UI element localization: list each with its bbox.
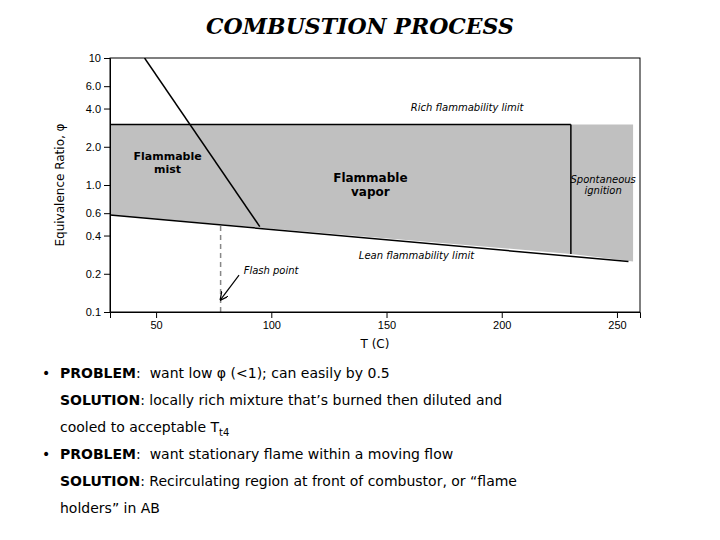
title: COMBUSTION PROCESS bbox=[206, 13, 514, 39]
note-line: PROBLEM: want low φ (<1); can easily by … bbox=[60, 365, 390, 381]
x-axis: 50 100 150 200 250 bbox=[111, 312, 641, 331]
note-line: cooled to acceptable Tt4 bbox=[60, 419, 229, 438]
tick-label: 50 bbox=[150, 319, 162, 331]
boundary-line bbox=[570, 124, 572, 254]
tick-mark bbox=[104, 312, 110, 313]
x-axis-title: T (C) bbox=[360, 337, 390, 351]
note-text: holders” in AB bbox=[60, 500, 160, 516]
tick: 200 bbox=[493, 312, 511, 331]
y-axis-title: Equivalence Ratio, φ bbox=[53, 123, 67, 246]
tick-mark bbox=[156, 312, 157, 318]
tick-label: 0.2 bbox=[86, 268, 101, 280]
annotation: Lean flammability limit bbox=[359, 250, 475, 261]
note-bold: PROBLEM bbox=[60, 365, 136, 381]
annotation: Flammablemist bbox=[134, 150, 202, 176]
tick: 0.1 bbox=[86, 306, 110, 318]
boundary-line bbox=[145, 58, 260, 227]
tick: 0.2 bbox=[86, 268, 110, 280]
tick: 4.0 bbox=[86, 103, 110, 115]
note-text: : want stationary flame within a moving … bbox=[136, 446, 453, 462]
tick-mark bbox=[617, 312, 618, 318]
tick-mark bbox=[104, 213, 110, 214]
boundary-line bbox=[110, 215, 628, 261]
tick-label: 2.0 bbox=[86, 141, 101, 153]
note-line: holders” in AB bbox=[60, 500, 160, 516]
region bbox=[110, 124, 571, 254]
note-text: : locally rich mixture that’s burned the… bbox=[140, 392, 502, 408]
note-subscript: t4 bbox=[219, 427, 229, 438]
tick: 1.0 bbox=[86, 179, 110, 191]
note-line: PROBLEM: want stationary flame within a … bbox=[60, 446, 453, 462]
region bbox=[571, 124, 633, 261]
note-bold: SOLUTION bbox=[60, 392, 140, 408]
annotation: Flash point bbox=[244, 265, 300, 276]
tick-mark bbox=[104, 185, 110, 186]
tick-label: 150 bbox=[378, 319, 396, 331]
tick-mark bbox=[104, 236, 110, 237]
tick-mark bbox=[104, 147, 110, 148]
annotation: Flammablevapor bbox=[333, 171, 407, 199]
tick-mark bbox=[387, 312, 388, 318]
note-bold: PROBLEM bbox=[60, 446, 136, 462]
tick: 0.6 bbox=[86, 207, 110, 219]
tick: 0.4 bbox=[86, 230, 110, 242]
tick-label: 6.0 bbox=[86, 80, 101, 92]
tick-label: 0.4 bbox=[86, 230, 101, 242]
tick: 6.0 bbox=[86, 80, 110, 92]
tick-mark bbox=[104, 109, 110, 110]
tick-mark bbox=[104, 274, 110, 275]
plot-frame bbox=[110, 58, 640, 312]
axis-line bbox=[111, 313, 641, 319]
tick: 50 bbox=[150, 312, 162, 331]
tick-mark bbox=[104, 58, 110, 59]
note-bold: SOLUTION bbox=[60, 473, 140, 489]
tick-label: 0.6 bbox=[86, 207, 101, 219]
marks bbox=[110, 58, 633, 312]
tick-label: 100 bbox=[263, 319, 281, 331]
tick-label: 0.1 bbox=[86, 306, 101, 318]
note-line: SOLUTION: locally rich mixture that’s bu… bbox=[60, 392, 502, 408]
tick-label: 200 bbox=[493, 319, 511, 331]
annotation: Rich flammability limit bbox=[411, 102, 525, 113]
tick: 250 bbox=[608, 312, 626, 331]
tick: 100 bbox=[263, 312, 281, 331]
note-line: SOLUTION: Recirculating region at front … bbox=[60, 473, 517, 489]
annotation: Spontaneousignition bbox=[570, 174, 635, 197]
bullet: • bbox=[42, 365, 50, 381]
boundary-line bbox=[110, 124, 571, 126]
tick-label: 10 bbox=[89, 52, 101, 64]
axis-line bbox=[104, 59, 111, 313]
note-text: : Recirculating region at front of combu… bbox=[140, 473, 517, 489]
arrow bbox=[221, 275, 239, 300]
note-text: : want low φ (<1); can easily by 0.5 bbox=[136, 365, 390, 381]
tick: 2.0 bbox=[86, 141, 110, 153]
tick: 10 bbox=[89, 52, 110, 64]
bullet: • bbox=[42, 446, 50, 462]
chart: COMBUSTION PROCESS501001502002500.10.20.… bbox=[0, 0, 720, 540]
tick-mark bbox=[104, 86, 110, 87]
tick-label: 4.0 bbox=[86, 103, 101, 115]
tick-mark bbox=[271, 312, 272, 318]
tick-mark bbox=[502, 312, 503, 318]
tick-label: 250 bbox=[608, 319, 626, 331]
note-text: cooled to acceptable T bbox=[60, 419, 220, 435]
y-axis: 0.1 0.2 0.4 0.6 1.0 2.0 4.0 6.0 10 bbox=[86, 52, 111, 318]
tick: 150 bbox=[378, 312, 396, 331]
tick-label: 1.0 bbox=[86, 179, 101, 191]
